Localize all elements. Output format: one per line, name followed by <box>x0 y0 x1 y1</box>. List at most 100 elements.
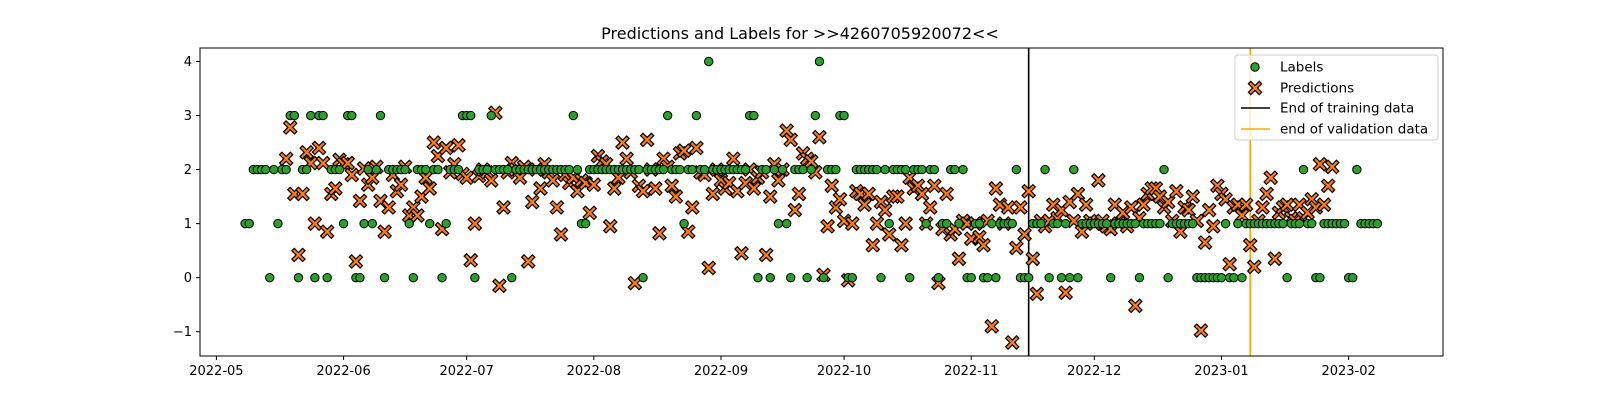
label-point <box>839 110 849 121</box>
prediction-point <box>1197 235 1213 250</box>
prediction-point <box>1062 194 1078 210</box>
prediction-point-fill <box>382 201 395 214</box>
legend-end-of-training: End of training data <box>1241 101 1414 117</box>
label-point <box>260 164 271 175</box>
prediction-point-fill <box>735 247 748 260</box>
label-point <box>1073 272 1083 283</box>
label-point <box>1315 272 1325 283</box>
label-point <box>1188 218 1198 229</box>
prediction-point <box>520 253 536 269</box>
prediction-point-fill <box>341 157 354 169</box>
prediction-point <box>844 216 860 232</box>
predictions-series <box>278 105 1340 350</box>
prediction-point-fill <box>1207 220 1220 233</box>
label-point <box>740 164 751 175</box>
label-point <box>806 164 816 175</box>
prediction-point <box>898 216 914 232</box>
prediction-point-fill <box>551 201 563 214</box>
label-point <box>958 164 968 175</box>
label-point <box>781 218 792 229</box>
prediction-point <box>492 278 507 294</box>
prediction-point-fill <box>354 195 366 207</box>
label-point <box>1052 218 1063 229</box>
prediction-point-fill <box>784 134 797 146</box>
label-point <box>798 164 808 175</box>
prediction-point <box>1168 183 1184 199</box>
prediction-point-fill <box>1318 198 1330 211</box>
prediction-point <box>450 137 466 153</box>
label-point <box>691 110 702 121</box>
label-point <box>1155 218 1165 229</box>
prediction-point-fill <box>346 169 358 181</box>
label-point <box>318 110 328 121</box>
label-point <box>244 218 254 229</box>
legend: Labels Predictions End of training data end… <box>1234 54 1439 141</box>
label-point <box>679 218 689 229</box>
prediction-point <box>865 237 881 253</box>
label-point <box>699 164 710 175</box>
prediction-point <box>1021 183 1037 199</box>
prediction-point-fill <box>1059 287 1072 299</box>
label-point <box>507 272 517 283</box>
prediction-point <box>1234 208 1250 223</box>
prediction-point <box>1209 178 1225 194</box>
label-point <box>1348 272 1358 283</box>
prediction-point <box>1316 197 1332 213</box>
prediction-point <box>1238 197 1254 213</box>
prediction-point <box>1263 170 1279 186</box>
prediction-point-fill <box>296 188 309 200</box>
label-point <box>1023 272 1034 283</box>
prediction-point-fill <box>912 180 924 192</box>
prediction-point <box>1025 251 1041 267</box>
prediction-point <box>639 132 655 148</box>
label-point <box>658 164 669 175</box>
prediction-point-fill <box>588 178 600 191</box>
label-point <box>1307 218 1317 229</box>
prediction-point <box>1074 224 1090 240</box>
label-point <box>941 218 952 229</box>
label-point <box>818 272 829 283</box>
label-point <box>904 272 915 283</box>
label-point <box>987 218 997 229</box>
prediction-point <box>512 170 528 186</box>
prediction-point <box>606 181 622 196</box>
prediction-point <box>820 218 836 234</box>
prediction-point-fill <box>690 142 703 154</box>
prediction-point <box>545 172 561 188</box>
prediction-point-fill <box>641 134 653 146</box>
label-point <box>301 164 312 175</box>
label-point <box>991 272 1001 283</box>
label-point <box>273 218 283 229</box>
prediction-point-fill <box>637 185 649 197</box>
prediction-point <box>282 119 298 135</box>
prediction-point-fill <box>657 153 670 165</box>
prediction-point-fill <box>834 193 846 206</box>
prediction-point-fill <box>329 182 342 195</box>
prediction-point-fill <box>670 190 682 203</box>
label-point <box>281 164 291 175</box>
prediction-point-fill <box>1203 204 1215 216</box>
prediction-point-fill <box>821 220 834 233</box>
prediction-point <box>791 186 807 202</box>
label-point <box>1101 218 1112 229</box>
label-point <box>1036 218 1046 229</box>
prediction-point-fill <box>1068 215 1080 227</box>
prediction-point <box>1205 218 1221 234</box>
label-point <box>761 164 771 175</box>
label-point <box>1237 272 1247 283</box>
prediction-point-fill <box>895 239 908 251</box>
label-point <box>884 218 894 229</box>
prediction-point <box>1004 335 1020 350</box>
prediction-point <box>549 199 565 215</box>
label-point <box>1056 272 1067 283</box>
prediction-point <box>971 229 987 245</box>
label-point <box>929 164 940 175</box>
prediction-point-fill <box>428 136 440 149</box>
prediction-point <box>1013 199 1028 215</box>
label-point <box>486 110 496 121</box>
prediction-point-fill <box>309 217 321 230</box>
y-tick-label: 2 <box>184 163 192 178</box>
prediction-point-fill <box>1022 185 1035 197</box>
prediction-point-fill <box>1269 252 1281 265</box>
x-tick-label: 2022-08 <box>567 364 621 379</box>
